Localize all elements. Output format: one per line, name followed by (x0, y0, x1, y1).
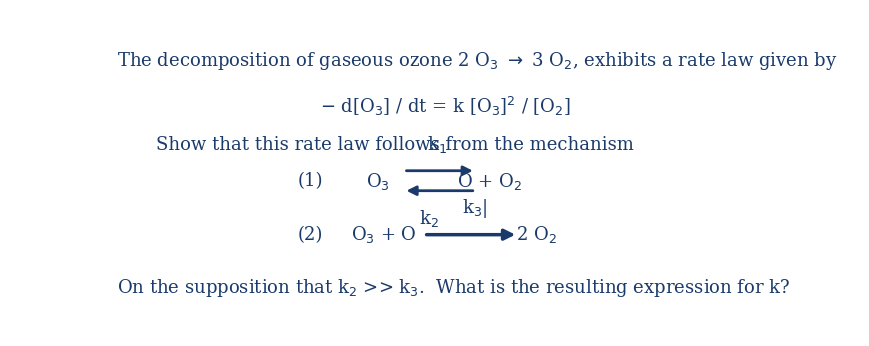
Text: O$_3$: O$_3$ (366, 171, 390, 192)
Text: O$_3$ + O: O$_3$ + O (350, 224, 416, 245)
Text: 2 O$_2$: 2 O$_2$ (516, 224, 557, 245)
Text: k$_1$: k$_1$ (427, 134, 447, 155)
Text: The decomposition of gaseous ozone 2 O$_3$ $\rightarrow$ 3 O$_2$, exhibits a rat: The decomposition of gaseous ozone 2 O$_… (116, 49, 837, 72)
Text: $-$ d[O$_3$] / dt = k [O$_3$]$^2$ / [O$_2$]: $-$ d[O$_3$] / dt = k [O$_3$]$^2$ / [O$_… (320, 95, 571, 118)
Text: k$_3$|: k$_3$| (461, 197, 487, 219)
Text: Show that this rate law follows from the mechanism: Show that this rate law follows from the… (156, 136, 634, 154)
Text: (1): (1) (298, 172, 323, 190)
Text: k$_2$: k$_2$ (419, 208, 439, 229)
Text: (2): (2) (298, 226, 323, 244)
Text: On the supposition that k$_2$ >> k$_3$.  What is the resulting expression for k?: On the supposition that k$_2$ >> k$_3$. … (116, 277, 790, 299)
Text: O + O$_2$: O + O$_2$ (456, 171, 521, 192)
